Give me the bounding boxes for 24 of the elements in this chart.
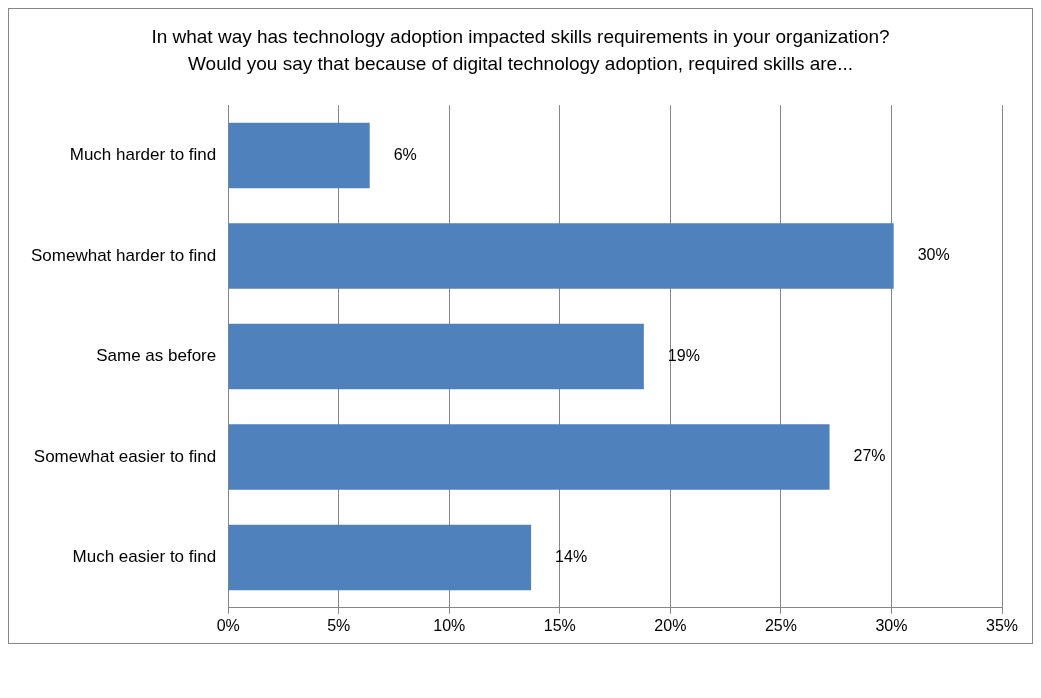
bar xyxy=(228,524,532,591)
bar xyxy=(228,122,370,189)
y-tick-label: Much easier to find xyxy=(72,547,217,567)
x-tick-label: 20% xyxy=(654,616,687,634)
x-tick-label: 30% xyxy=(875,616,908,634)
bar xyxy=(228,323,644,390)
y-tick-label: Somewhat harder to find xyxy=(31,245,217,265)
x-tick-label: 5% xyxy=(327,616,351,634)
data-label: 30% xyxy=(917,246,950,264)
bar xyxy=(228,223,894,289)
y-tick-label: Somewhat easier to find xyxy=(33,446,217,466)
y-tick-label: Much harder to find xyxy=(69,145,217,165)
data-label: 27% xyxy=(853,447,886,465)
x-tick-label: 25% xyxy=(764,616,797,634)
x-tick-label: 10% xyxy=(433,616,466,634)
x-tick-label: 35% xyxy=(985,616,1019,634)
data-label: 6% xyxy=(393,145,417,163)
x-tick-label: 0% xyxy=(216,616,240,634)
x-tick-label: 15% xyxy=(543,616,576,634)
data-label: 14% xyxy=(555,547,588,565)
y-tick-label: Same as before xyxy=(96,346,217,366)
bar xyxy=(228,424,830,490)
chart-title: In what way has technology adoption impacted skills requirements in your organization? Would you say that because of digital technology adoption, required skills are... xyxy=(150,25,891,76)
data-label: 19% xyxy=(667,346,700,364)
